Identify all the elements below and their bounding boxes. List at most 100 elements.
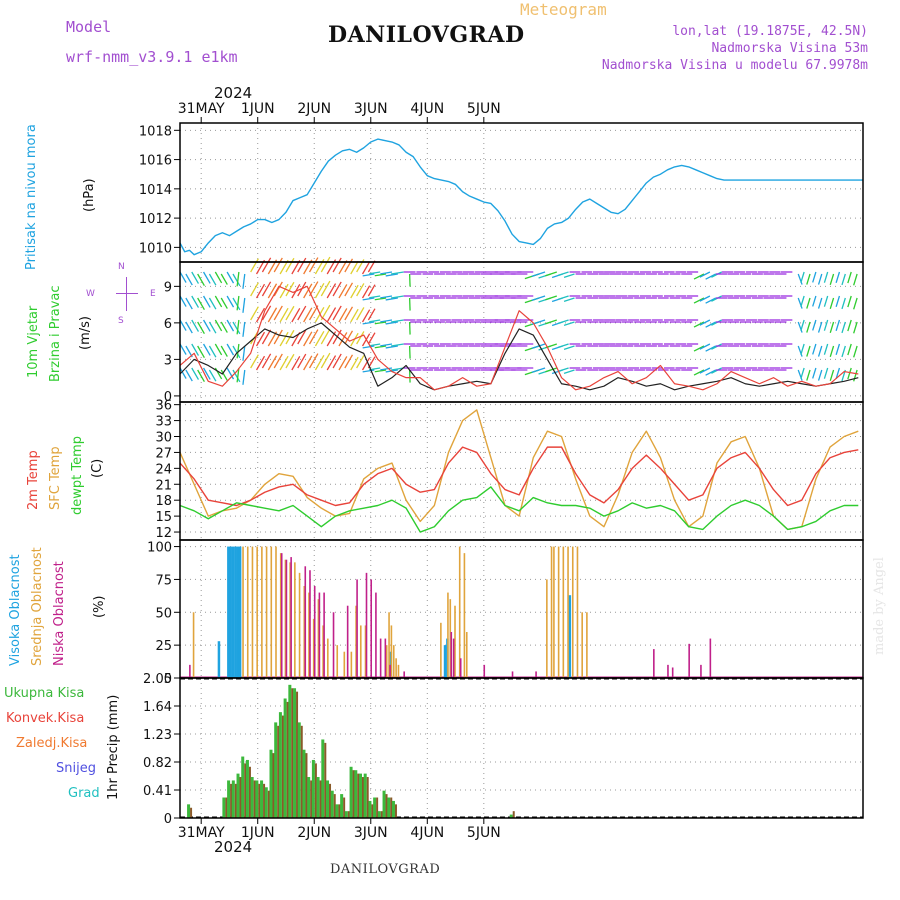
mid-cloud-bar [350,651,353,678]
total-rain-bar [354,770,358,818]
wind-barb [385,321,398,325]
conv-rain-bar [361,777,364,818]
wind-barb [232,273,241,287]
y-tick-label: 3 [164,353,172,368]
wind-barb [361,261,371,275]
wind-barb [226,367,235,380]
mid-cloud-bar [465,632,468,678]
wind-barb [545,319,558,325]
wind-barb [303,331,313,347]
compass-s-label: S [118,316,124,326]
mid-cloud-bar [270,546,273,678]
mid-cloud-bar [576,546,579,678]
wind-barb [338,356,348,371]
wind-barb [374,345,387,349]
low-cloud-bar [318,592,321,678]
wind-barb [847,343,852,356]
total-rain-bar [278,712,282,818]
wind-barb [812,367,817,379]
y-tick-label: 18 [155,494,172,509]
wind-barb [273,329,283,345]
conv-rain-bar [253,780,256,818]
temp-ylabel-2: SFC Temp [48,446,63,510]
wind-barb [197,345,205,358]
wind-barb [806,297,811,309]
wind-barb [812,295,817,307]
conv-rain-bar [380,811,383,818]
wind-barb [344,258,354,273]
wind-barb [369,295,381,299]
wind-barb [261,329,272,345]
cloud-ylabel-1: Visoka Oblacnost [8,554,23,666]
top-day-label: 2JUN [297,101,331,117]
temp-ylabel-3: dewpt Temp [70,435,85,515]
low-cloud-bar [389,664,391,678]
wind-barb [806,273,811,285]
wind-barb [806,369,811,381]
wind-barb [273,353,283,369]
total-rain-bar [260,780,264,818]
conv-rain-bar [296,691,299,818]
total-rain-bar [269,749,273,818]
total-rain-bar [297,722,301,818]
wind-barb [847,295,852,308]
high-cloud-bar [238,546,242,678]
wind-barb [563,297,575,303]
mid-cloud-bar [550,546,553,678]
total-rain-bar [335,804,339,818]
wind-barb [297,305,307,321]
mid-cloud-bar [312,618,315,678]
mid-cloud-bar [388,612,390,678]
wind-barb [557,343,569,349]
conv-rain-bar [371,804,374,818]
total-rain-bar [307,777,311,818]
wind-barb [236,271,240,287]
wind-barb [693,297,705,304]
low-cloud-bar [511,671,514,678]
wind-barb [557,319,569,325]
compass-cross-icon [112,273,142,315]
wind-barb [214,295,223,308]
legend-total-rain: Ukupna Kisa [4,686,85,701]
top-day-label: 31MAY [178,101,225,117]
y-tick-label: 2.05 [143,672,172,687]
wind-barb [242,297,246,313]
wind-barb [362,369,375,373]
wind-barb [374,297,387,301]
bottom-day-label: 2JUN [297,825,331,841]
wind-barb [362,273,375,277]
mid-cloud-bar [343,651,346,678]
low-cloud-bar [384,638,387,678]
low-cloud-bar [290,557,292,678]
wind-barb [847,367,852,380]
mid-cloud-bar [192,612,195,678]
wind-barb [226,271,235,284]
wind-barb [380,271,393,275]
wind-barb [242,273,246,289]
mid-cloud-bar [546,579,548,678]
wind-barb [250,306,259,321]
conv-rain-bar [310,780,313,818]
top-day-label: 1JUN [241,101,275,117]
cloud-ylabel-2: Srednja Oblacnost [30,547,45,666]
wind-barb [350,284,359,299]
y-tick-label: 1018 [139,124,172,139]
wind-barb [267,331,278,347]
bottom-day-label: 31MAY [178,825,225,841]
wind-barb [308,305,319,321]
low-cloud-bar [653,649,655,678]
wind-barb [303,307,313,323]
wind-barb [390,271,404,275]
mid-cloud-bar [449,599,452,678]
wind-barb [261,257,272,273]
wind-barb [236,319,240,335]
wind-barb [326,355,337,371]
wind-barb [202,319,211,332]
y-tick-label: 1010 [139,241,172,256]
wind-barb [829,273,835,285]
wind-barb [344,282,354,297]
wind-barb [829,321,835,333]
wind-barb [699,271,711,278]
wind-barb [320,256,331,273]
cloud-ylabel-3: Niska Oblacnost [52,561,67,666]
